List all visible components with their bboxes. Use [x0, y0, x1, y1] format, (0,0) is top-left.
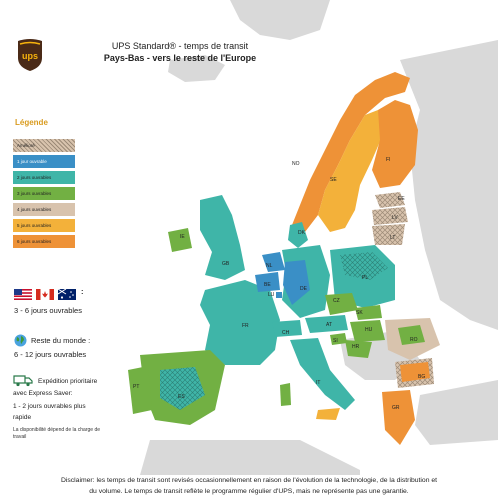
country-HR — [345, 340, 372, 358]
country-AT — [305, 315, 348, 333]
label-LT: LT — [390, 235, 396, 241]
label-SE: SE — [330, 177, 337, 183]
pl-hatch — [340, 252, 388, 280]
country-LU — [276, 292, 282, 298]
iceland-land — [168, 55, 225, 82]
disclaimer-line1: Disclaimer: les temps de transit sont re… — [60, 477, 438, 484]
disclaimer: Disclaimer: les temps de transit sont re… — [0, 475, 498, 497]
label-LU: LU — [268, 292, 275, 298]
legend-item-6-days: 6 jours ouvrables — [13, 235, 75, 248]
legend-item-5-days: 5 jours ouvrables — [13, 219, 75, 232]
country-GB — [200, 195, 245, 280]
legend-item-2-days: 2 jours ouvrables — [13, 171, 75, 184]
ups-logo: ups — [18, 39, 42, 71]
country-LV — [372, 207, 408, 225]
label-NO: NO — [292, 161, 300, 167]
country-IT — [290, 338, 355, 410]
de-1day-zone — [283, 260, 310, 305]
rest-world-label: Reste du monde : — [31, 336, 91, 345]
label-FI: FI — [386, 157, 391, 163]
label-HR: HR — [352, 344, 360, 350]
ups-logo-text: ups — [22, 51, 38, 61]
express-line6: travail — [13, 434, 27, 440]
label-DK: DK — [298, 230, 305, 236]
label-FR: FR — [242, 323, 249, 329]
label-PL: PL — [362, 275, 369, 281]
express-line5: La disponibilité dépend de la charge de — [13, 427, 101, 433]
russia-land — [400, 40, 498, 330]
legend-item-ameliore: Amélioré — [13, 139, 75, 152]
turkey-land — [415, 380, 498, 445]
globe-icon — [14, 334, 27, 347]
disclaimer-line2: du volume. Le temps de transit reflète l… — [89, 488, 409, 495]
legend-item-1-day: 1 jour ouvrable — [13, 155, 75, 168]
label-RO: RO — [410, 337, 418, 343]
country-BE — [255, 272, 280, 292]
country-SK — [355, 305, 382, 320]
express-line4: rapide — [13, 414, 32, 421]
country-HU — [350, 320, 385, 342]
es-hatch — [160, 367, 205, 410]
country-NL — [262, 252, 285, 272]
label-SI: SI — [333, 338, 338, 344]
country-NO — [290, 72, 410, 232]
africa-land — [140, 440, 360, 475]
label-BG: BG — [418, 374, 426, 380]
label-PT: PT — [133, 384, 140, 390]
label-GB: GB — [222, 261, 230, 267]
country-SE — [318, 110, 385, 232]
flags-colon: : — [81, 287, 84, 296]
label-DE: DE — [300, 286, 307, 292]
canada-flag-icon — [36, 289, 54, 300]
express-line3: 1 - 2 jours ouvrables plus — [13, 403, 86, 410]
us-ca-au-transit: 3 - 6 jours ouvrables — [14, 306, 82, 315]
legend-title: Légende — [15, 118, 48, 127]
label-BE: BE — [264, 282, 271, 288]
label-GR: GR — [392, 405, 400, 411]
label-AT: AT — [326, 322, 333, 328]
legend-item-3-days: 3 jours ouvrables — [13, 187, 75, 200]
label-HU: HU — [365, 327, 373, 333]
legend-item-4-days: 4 jours ouvrables — [13, 203, 75, 216]
country-LT — [372, 224, 405, 245]
it-sicily — [316, 408, 340, 420]
country-GR — [382, 390, 415, 445]
country-FR — [200, 280, 280, 365]
country-SI — [330, 333, 347, 345]
label-LV: LV — [392, 215, 398, 221]
express-line1: Expédition prioritaire — [38, 378, 98, 385]
label-SK: SK — [356, 310, 363, 316]
label-CH: CH — [282, 330, 290, 336]
ro-patch — [398, 325, 425, 345]
label-IE: IE — [180, 234, 185, 240]
label-EE: EE — [398, 196, 405, 202]
rest-world-transit: 6 - 12 jours ouvrables — [14, 350, 87, 359]
label-NL: NL — [266, 263, 273, 269]
country-IE — [168, 228, 192, 252]
us-flag-icon — [14, 289, 32, 300]
country-EE — [375, 192, 405, 208]
country-FI — [372, 100, 418, 188]
express-line2: avec Express Saver: — [13, 390, 73, 397]
truck-icon — [13, 375, 33, 387]
country-CZ — [325, 293, 358, 315]
country-PT — [128, 366, 152, 414]
it-sardinia — [280, 383, 291, 406]
page-subtitle: Pays-Bas - vers le reste de l'Europe — [103, 53, 257, 63]
label-CZ: CZ — [333, 298, 340, 304]
country-CH — [272, 320, 302, 337]
bg-orange — [400, 362, 430, 382]
country-DK — [288, 222, 308, 248]
label-ES: ES — [178, 394, 185, 400]
page-title: UPS Standard® - temps de transit — [111, 41, 249, 51]
greenland-land — [230, 0, 330, 40]
label-IT: IT — [316, 380, 321, 386]
australia-flag-icon — [58, 289, 76, 300]
